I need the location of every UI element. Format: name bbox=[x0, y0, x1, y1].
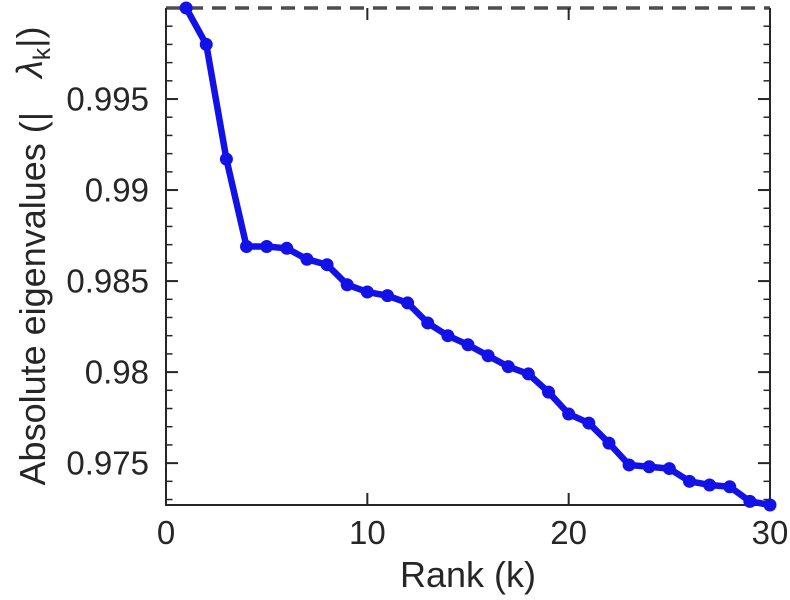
data-point-marker bbox=[662, 462, 676, 476]
data-point-marker bbox=[703, 478, 717, 492]
x-axis-label: Rank (k) bbox=[399, 554, 537, 595]
data-point-marker bbox=[260, 239, 274, 253]
data-series-line bbox=[182, 4, 774, 509]
y-axis-label-lambda: λk|) bbox=[8, 26, 57, 78]
data-point-marker bbox=[763, 498, 777, 512]
data-point-marker bbox=[481, 349, 495, 363]
data-point-marker bbox=[421, 316, 435, 330]
data-point-marker bbox=[360, 285, 374, 299]
data-point-marker bbox=[219, 152, 233, 166]
data-point-marker bbox=[582, 416, 596, 430]
data-point-marker bbox=[461, 338, 475, 352]
data-point-marker bbox=[240, 239, 254, 253]
data-point-marker bbox=[340, 278, 354, 292]
data-point-marker bbox=[320, 258, 334, 272]
data-point-marker bbox=[562, 407, 576, 421]
data-point-marker bbox=[602, 436, 616, 450]
data-point-marker bbox=[300, 252, 314, 266]
y-axis-ticks bbox=[166, 25, 770, 501]
axes-box bbox=[165, 8, 771, 506]
data-point-marker bbox=[723, 480, 737, 494]
data-point-marker bbox=[380, 289, 394, 303]
y-tick-labels: 0.995 0.99 0.985 0.98 0.975 bbox=[66, 81, 149, 482]
x-tick-label: 30 bbox=[752, 514, 789, 551]
y-tick-label: 0.98 bbox=[85, 354, 149, 391]
data-point-marker bbox=[542, 385, 556, 399]
data-point-marker bbox=[401, 296, 415, 310]
data-series-markers bbox=[179, 1, 777, 512]
data-point-marker bbox=[441, 329, 455, 343]
y-tick-label: 0.995 bbox=[66, 81, 149, 118]
data-point-marker bbox=[179, 1, 193, 15]
y-tick-label: 0.985 bbox=[66, 263, 149, 300]
data-point-marker bbox=[743, 494, 757, 508]
data-point-marker bbox=[682, 474, 696, 488]
x-tick-label: 20 bbox=[550, 514, 587, 551]
x-tick-labels: 0 10 20 30 bbox=[157, 514, 789, 551]
data-point-marker bbox=[199, 37, 213, 51]
data-point-marker bbox=[280, 241, 294, 255]
y-axis-label: Absolute eigenvalues (| λk|) bbox=[8, 0, 57, 526]
y-tick-label: 0.99 bbox=[85, 172, 149, 209]
data-point-marker bbox=[622, 458, 636, 472]
y-tick-label: 0.975 bbox=[66, 445, 149, 482]
x-tick-label: 0 bbox=[157, 514, 175, 551]
x-tick-label: 10 bbox=[349, 514, 386, 551]
data-point-marker bbox=[501, 360, 515, 374]
data-point-marker bbox=[521, 367, 535, 381]
y-axis-label-text: Absolute eigenvalues (| bbox=[12, 111, 53, 486]
x-axis-ticks bbox=[165, 8, 771, 505]
data-point-marker bbox=[642, 460, 656, 474]
